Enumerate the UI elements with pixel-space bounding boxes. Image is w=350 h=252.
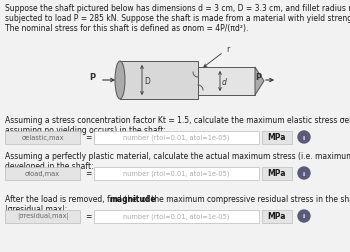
FancyBboxPatch shape: [262, 210, 292, 223]
Ellipse shape: [115, 62, 125, 100]
Text: of the maximum compressive residual stress in the shaft,: of the maximum compressive residual stre…: [139, 194, 350, 203]
Text: Assuming a perfectly plastic material, calculate the actual maximum stress (i.e.: Assuming a perfectly plastic material, c…: [5, 151, 350, 160]
Text: r: r: [204, 45, 230, 68]
Bar: [120, 62, 198, 100]
FancyBboxPatch shape: [5, 167, 80, 180]
FancyBboxPatch shape: [262, 167, 292, 180]
Text: number (rtol=0.01, atol=1e-05): number (rtol=0.01, atol=1e-05): [123, 170, 230, 177]
FancyBboxPatch shape: [262, 131, 292, 144]
Text: P: P: [255, 72, 261, 81]
FancyBboxPatch shape: [5, 131, 80, 144]
Text: σelastic,max: σelastic,max: [21, 135, 64, 140]
FancyBboxPatch shape: [94, 167, 259, 180]
Text: MPa: MPa: [268, 169, 286, 178]
Text: The nominal stress for this shaft is defined as σnom = 4P/(πd²).: The nominal stress for this shaft is def…: [5, 24, 248, 33]
FancyBboxPatch shape: [5, 210, 80, 223]
Text: Assuming a stress concentration factor Kt = 1.5, calculate the maximum elastic s: Assuming a stress concentration factor K…: [5, 115, 350, 124]
Text: number (rtol=0.01, atol=1e-05): number (rtol=0.01, atol=1e-05): [123, 213, 230, 219]
Text: =: =: [85, 169, 91, 178]
Text: |σresidual,max|: |σresidual,max|: [17, 213, 68, 220]
Bar: [198, 68, 255, 96]
FancyBboxPatch shape: [94, 210, 259, 223]
Text: |σresidual,max|:: |σresidual,max|:: [5, 204, 67, 213]
Polygon shape: [255, 68, 264, 96]
Text: developed in the shaft:: developed in the shaft:: [5, 161, 94, 170]
Text: MPa: MPa: [268, 133, 286, 142]
Text: assuming no yielding occurs) in the shaft:: assuming no yielding occurs) in the shaf…: [5, 125, 166, 135]
Text: d: d: [222, 77, 227, 86]
Text: number (rtol=0.01, atol=1e-05): number (rtol=0.01, atol=1e-05): [123, 134, 230, 141]
Text: After the load is removed, find the: After the load is removed, find the: [5, 194, 139, 203]
Text: MPa: MPa: [268, 212, 286, 220]
Text: i: i: [303, 214, 305, 219]
Circle shape: [298, 167, 310, 179]
FancyBboxPatch shape: [94, 131, 259, 144]
Text: Suppose the shaft pictured below has dimensions d = 3 cm, D = 3.3 cm, and fillet: Suppose the shaft pictured below has dim…: [5, 4, 350, 13]
Text: i: i: [303, 135, 305, 140]
Text: i: i: [303, 171, 305, 176]
Text: magnitude: magnitude: [110, 194, 156, 203]
Text: P: P: [89, 72, 95, 81]
Text: σload,max: σload,max: [25, 170, 60, 176]
Text: =: =: [85, 133, 91, 142]
Text: =: =: [85, 212, 91, 220]
Circle shape: [298, 132, 310, 143]
Text: D: D: [144, 76, 150, 85]
Text: subjected to load P = 285 kN. Suppose the shaft is made from a material with yie: subjected to load P = 285 kN. Suppose th…: [5, 14, 350, 23]
Circle shape: [298, 210, 310, 222]
